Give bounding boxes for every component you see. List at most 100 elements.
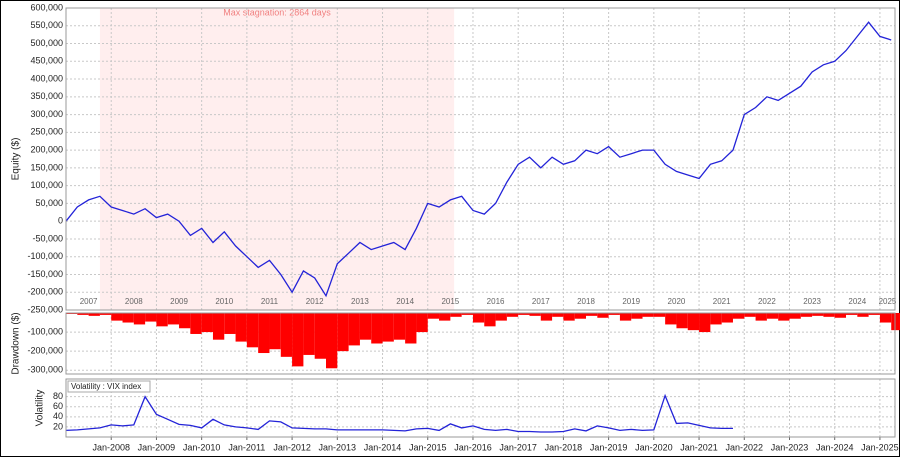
y-axis-label: Equity ($) <box>11 138 22 181</box>
drawdown-bar <box>224 313 236 334</box>
drawdown-bar <box>755 313 767 321</box>
drawdown-bar <box>167 313 180 325</box>
panel-background <box>66 379 895 437</box>
x-tick-label: Jan-2018 <box>545 442 583 452</box>
x-tick-label: Jan-2008 <box>92 442 130 452</box>
x-tick-label: Jan-2016 <box>454 442 492 452</box>
line-series <box>65 393 733 433</box>
year-label: 2023 <box>803 297 821 306</box>
y-tick-label: 0 <box>58 216 63 226</box>
drawdown-bar <box>99 313 112 315</box>
x-tick-label: Jan-2025 <box>861 442 899 452</box>
drawdown-bar <box>506 313 519 317</box>
drawdown-bar <box>201 313 213 333</box>
year-label: 2007 <box>80 297 98 306</box>
drawdown-bar <box>416 313 428 333</box>
drawdown-bar <box>371 313 383 344</box>
x-tick-label: Jan-2024 <box>816 442 854 452</box>
y-tick-label: 150,000 <box>30 162 63 172</box>
drawdown-bar <box>687 313 700 331</box>
drawdown-bar <box>77 313 89 315</box>
drawdown-bar <box>823 313 835 317</box>
drawdown-bar <box>812 313 824 316</box>
year-label: 2020 <box>668 297 686 306</box>
drawdown-bar <box>179 313 191 329</box>
drawdown-bar <box>619 313 632 321</box>
y-tick-label: 20 <box>53 421 63 431</box>
x-tick-label: Jan-2022 <box>726 442 764 452</box>
x-tick-label: Jan-2014 <box>364 442 402 452</box>
drawdown-bar <box>337 313 349 352</box>
drawdown-bar <box>529 313 541 316</box>
x-tick-label: Jan-2021 <box>680 442 718 452</box>
y-tick-label: 400,000 <box>30 73 63 83</box>
drawdown-bar <box>427 313 440 319</box>
drawdown-bar <box>800 313 813 317</box>
panel-frame <box>65 378 896 438</box>
drawdown-bar <box>518 313 530 315</box>
drawdown-bar <box>156 313 168 327</box>
drawdown-bar <box>597 313 609 318</box>
y-tick-label: 200,000 <box>30 144 63 154</box>
year-label: 2016 <box>487 297 505 306</box>
drawdown-bar <box>122 313 134 323</box>
y-tick-label: 600,000 <box>30 2 63 12</box>
drawdown-bar <box>789 313 801 319</box>
year-label: 2024 <box>848 297 866 306</box>
y-tick-label: 500,000 <box>30 38 63 48</box>
year-label: 2013 <box>351 297 369 306</box>
drawdown-bar <box>732 313 745 319</box>
drawdown-bar <box>484 313 496 327</box>
x-tick-label: Jan-2010 <box>183 442 221 452</box>
drawdown-bar <box>710 313 722 325</box>
drawdown-bar <box>608 313 620 315</box>
year-label: 2017 <box>532 297 550 306</box>
drawdown-bar <box>586 313 598 316</box>
y-tick-label: -150,000 <box>27 269 63 279</box>
line-series <box>65 21 892 298</box>
year-label: 2021 <box>713 297 731 306</box>
drawdown-bar <box>846 313 858 315</box>
year-label: 2022 <box>758 297 776 306</box>
year-label: 2011 <box>261 297 279 306</box>
drawdown-bar <box>721 313 733 323</box>
y-tick-label: 350,000 <box>30 91 63 101</box>
drawdown-bar <box>393 313 406 340</box>
y-tick-label: 40 <box>53 411 63 421</box>
drawdown-bar <box>280 313 293 357</box>
drawdown-bar <box>359 313 372 340</box>
y-tick-label: 100,000 <box>30 180 63 190</box>
x-tick-label: Jan-2012 <box>273 442 311 452</box>
year-label: 2009 <box>170 297 188 306</box>
drawdown-bar <box>766 313 779 319</box>
y-tick-label: -300,000 <box>27 365 63 375</box>
y-axis-label: Volatility <box>35 390 46 427</box>
x-tick-label: Jan-2019 <box>590 442 628 452</box>
drawdown-bar <box>269 313 281 350</box>
drawdown-bar <box>303 313 315 355</box>
drawdown-bar <box>552 313 564 317</box>
drawdown-bar <box>439 313 451 321</box>
drawdown-bar <box>631 313 643 319</box>
y-tick-label: -100,000 <box>27 251 63 261</box>
drawdown-bar <box>258 313 270 354</box>
y-tick-label: 450,000 <box>30 56 63 66</box>
legend-label: Volatility : VIX index <box>71 382 141 391</box>
drawdown-bar <box>495 313 507 321</box>
year-label: 2012 <box>306 297 324 306</box>
drawdown-bar <box>133 313 146 325</box>
drawdown-bar <box>348 313 360 346</box>
drawdown-bar <box>472 313 485 323</box>
x-tick-label: Jan-2020 <box>635 442 673 452</box>
drawdown-bar <box>778 313 790 321</box>
drawdown-bar <box>834 313 847 318</box>
drawdown-bar <box>574 313 587 319</box>
drawdown-bar <box>145 313 157 322</box>
drawdown-bar <box>642 313 654 317</box>
drawdown-bar <box>88 313 100 316</box>
y-tick-label: 300,000 <box>30 109 63 119</box>
y-tick-label: -50,000 <box>32 233 63 243</box>
drawdown-bar <box>314 313 327 359</box>
x-tick-label: Jan-2011 <box>228 442 265 452</box>
